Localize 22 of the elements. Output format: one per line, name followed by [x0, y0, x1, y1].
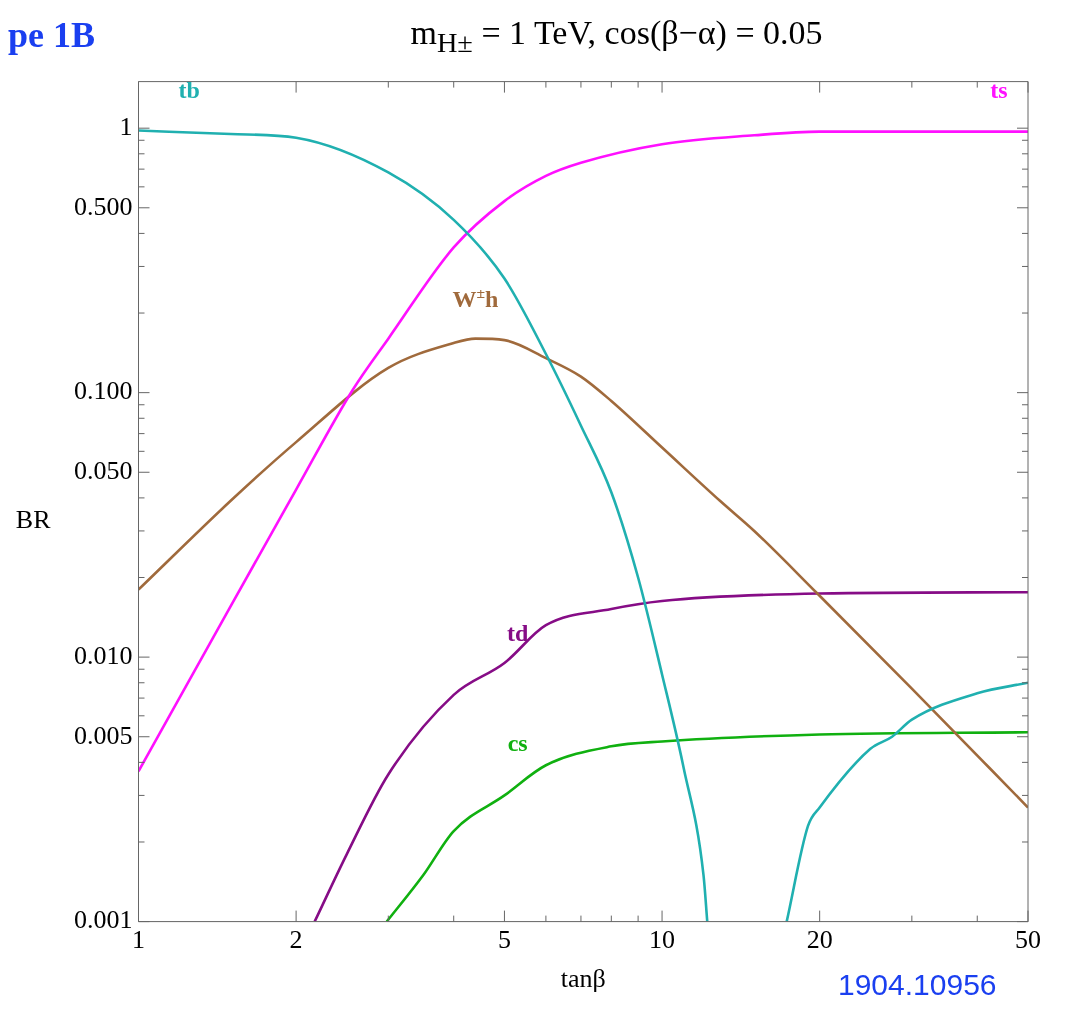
x-tick-label: 50: [1015, 925, 1041, 955]
y-tick-label: 0.500: [74, 191, 133, 221]
text: pe 1B: [8, 14, 96, 56]
y-tick-label: 1: [119, 112, 133, 141]
y-tick-label: 0.001: [74, 905, 133, 935]
x-tick-label: 10: [649, 925, 676, 955]
series-label: td: [507, 620, 530, 647]
y-axis-title: BR: [15, 505, 52, 535]
series-label: ts: [990, 77, 1008, 104]
y-tick-label: 0.100: [74, 376, 133, 406]
x-tick-label: 2: [289, 925, 303, 955]
x-tick-label: 5: [497, 925, 511, 955]
x-axis-title: tanβ: [560, 964, 606, 994]
y-tick-label: 0.005: [74, 720, 133, 750]
x-tick-label: 20: [806, 925, 833, 955]
y-tick-label: 0.010: [74, 640, 133, 670]
series-label: cs: [507, 730, 528, 757]
y-tick-label: 0.050: [74, 456, 133, 486]
chart-title: m$_{H±}$ = 1 TeV, cos(β−α) = 0.05: [410, 14, 823, 58]
text: 1904.10956: [838, 968, 997, 1002]
series-label: W±h: [452, 283, 499, 313]
series-label: tb: [178, 77, 200, 104]
